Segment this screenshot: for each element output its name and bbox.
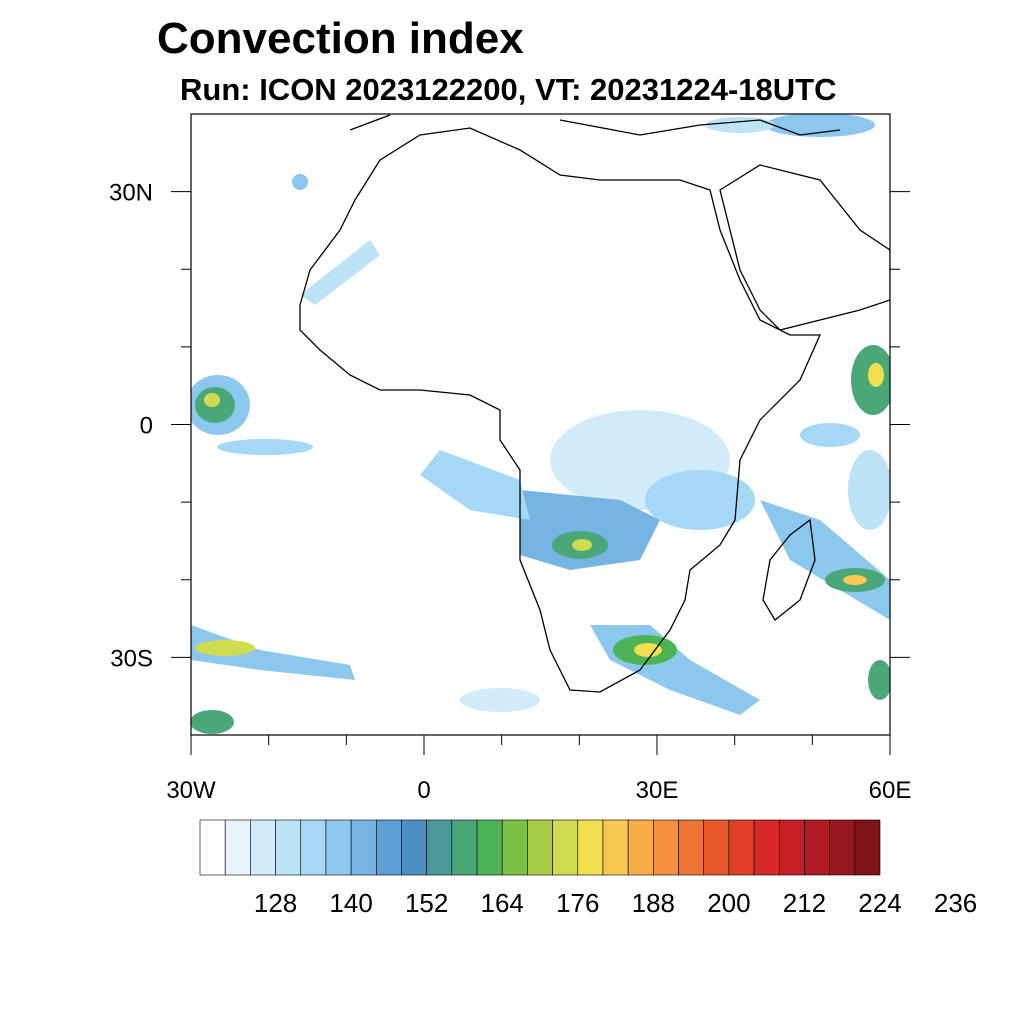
y-tick-label: 30S <box>110 645 153 672</box>
colorbar-swatch <box>325 819 352 876</box>
coastlines <box>299 114 890 693</box>
colorbar-swatch <box>224 819 251 876</box>
convection-patch <box>765 114 875 137</box>
colorbar-swatch <box>476 819 503 876</box>
convection-patch <box>300 240 380 305</box>
convection-patch <box>195 640 255 656</box>
colorbar-label: 212 <box>783 888 826 918</box>
madagascar-coastline <box>762 518 816 621</box>
colorbar-label: 140 <box>329 888 372 918</box>
axis-tick-labels: 30W 0 30E 60E 30N 0 30S <box>109 180 911 804</box>
figure-subtitle: Run: ICON 2023122200, VT: 20231224-18UTC <box>180 72 837 107</box>
convection-patch <box>800 423 860 447</box>
convection-patch <box>705 117 775 133</box>
colorbar-label: 188 <box>632 888 675 918</box>
convection-patch <box>590 625 760 715</box>
africa-coastline <box>299 127 822 693</box>
convection-field <box>191 114 890 734</box>
axis-ticks <box>171 191 910 755</box>
arabia-coastline <box>719 164 890 331</box>
colorbar-swatch <box>804 819 830 876</box>
colorbar-swatch <box>401 819 427 876</box>
colorbar-label: 164 <box>481 888 524 918</box>
colorbar-swatch <box>854 819 881 876</box>
colorbar-labels: 128 140 152 164 176 188 200 212 224 236 <box>254 888 977 918</box>
colorbar-swatch <box>653 819 679 876</box>
y-tick-label: 0 <box>140 413 153 440</box>
colorbar-swatch <box>300 819 327 876</box>
convection-patch <box>634 643 662 657</box>
colorbar-swatch <box>728 819 755 876</box>
y-tick-label: 30N <box>109 180 153 207</box>
figure-title: Convection index <box>157 14 524 63</box>
colorbar-swatch <box>199 819 226 876</box>
colorbar-swatch <box>829 819 856 876</box>
x-tick-label: 0 <box>417 777 430 804</box>
colorbar-swatch <box>350 819 377 876</box>
x-tick-label: 60E <box>869 777 912 804</box>
convection-patch <box>204 393 220 407</box>
map-frame <box>190 113 891 736</box>
convection-patch <box>868 660 890 700</box>
colorbar-swatch <box>375 819 402 876</box>
colorbar-label: 224 <box>858 888 901 918</box>
convection-patch <box>645 470 755 530</box>
convection-patch <box>217 439 313 455</box>
colorbar-swatch <box>426 819 453 876</box>
colorbar-swatch <box>753 819 780 876</box>
convection-patch <box>191 710 234 734</box>
colorbar-label: 200 <box>707 888 750 918</box>
colorbar-swatch <box>250 819 276 876</box>
x-tick-label: 30W <box>166 777 216 804</box>
convection-patch <box>191 625 355 680</box>
x-tick-label: 30E <box>636 777 679 804</box>
europe-coastline <box>349 114 841 136</box>
colorbar-label: 176 <box>556 888 599 918</box>
colorbar-swatch <box>275 819 302 876</box>
colorbar-swatch <box>703 819 730 876</box>
colorbar-swatch <box>577 819 604 876</box>
colorbar-swatch <box>527 819 553 876</box>
colorbar-swatch <box>627 819 654 876</box>
colorbar-label: 128 <box>254 888 297 918</box>
convection-patch <box>460 688 540 712</box>
convection-patch <box>843 575 867 585</box>
convection-patch <box>848 450 890 530</box>
colorbar-swatch <box>501 819 528 876</box>
colorbar-swatch <box>602 819 629 876</box>
colorbar-label: 152 <box>405 888 448 918</box>
convection-patch <box>420 450 530 520</box>
colorbar-label: 236 <box>934 888 977 918</box>
colorbar-swatch <box>778 819 805 876</box>
colorbar-swatch <box>451 819 478 876</box>
colorbar <box>199 819 881 876</box>
colorbar-swatch <box>552 819 579 876</box>
convection-patch <box>292 174 308 190</box>
colorbar-swatch <box>678 819 705 876</box>
convection-patch <box>572 539 592 551</box>
convection-patch <box>868 363 884 387</box>
